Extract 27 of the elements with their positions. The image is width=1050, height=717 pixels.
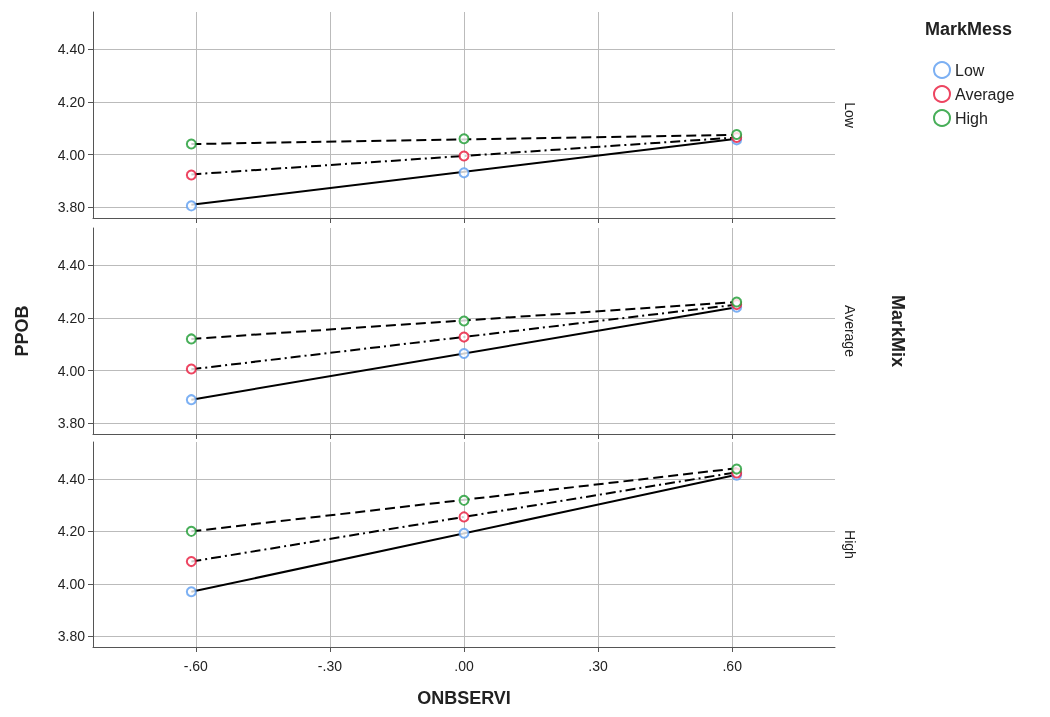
text: Average — [842, 305, 858, 358]
text: Low — [842, 102, 858, 129]
legend-title: MarkMess — [925, 19, 1013, 39]
y-tick-label: 4.40 — [57, 470, 86, 487]
x-axis-title: ONBSERVI — [417, 688, 511, 708]
y-tick-label: 3.80 — [57, 628, 86, 645]
y-tick-label: 4.20 — [57, 93, 86, 110]
text: High — [842, 530, 858, 559]
legend-label: Low — [955, 61, 985, 79]
x-tick-label: .60 — [722, 658, 743, 674]
x-tick-label: .00 — [454, 658, 474, 674]
y-tick-label: 4.40 — [57, 256, 86, 273]
x-tick-label: .30 — [588, 658, 609, 674]
y-tick-label: 3.80 — [57, 199, 86, 216]
x-tick-label: -.60 — [183, 658, 209, 674]
y-axis-title: PPOB — [12, 305, 32, 357]
text: MarkMix — [888, 294, 908, 368]
y-tick-label: 4.20 — [57, 523, 86, 540]
y-tick-label: 4.00 — [57, 362, 86, 379]
y-tick-label: 4.20 — [57, 309, 86, 326]
y-tick-label: 4.40 — [57, 40, 86, 57]
x-tick-label: -.30 — [317, 658, 343, 674]
y-tick-label: 3.80 — [57, 415, 86, 432]
y-tick-label: 4.00 — [57, 146, 86, 163]
legend-label: Average — [955, 85, 1015, 103]
y-tick-label: 4.00 — [57, 575, 86, 592]
legend-label: High — [955, 109, 988, 127]
